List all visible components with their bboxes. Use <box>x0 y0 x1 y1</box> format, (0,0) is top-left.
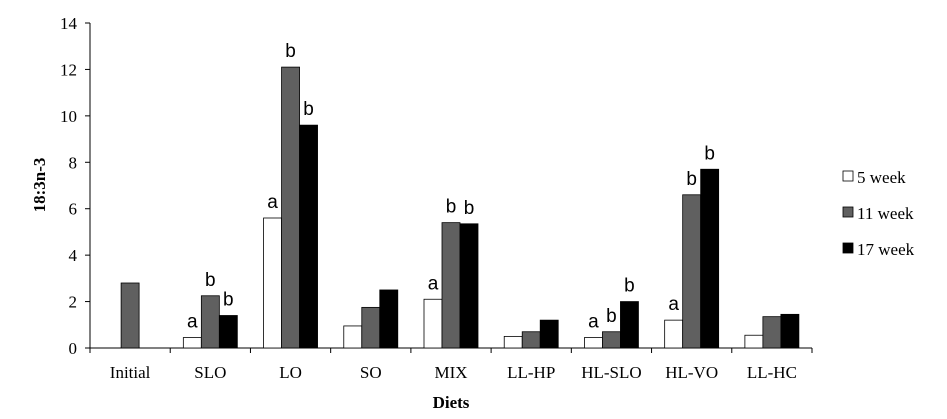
legend-label: 5 week <box>857 168 906 187</box>
significance-letter: a <box>267 192 278 213</box>
x-tick-label: LO <box>279 363 302 382</box>
significance-letter: b <box>303 99 314 120</box>
bar <box>700 168 720 349</box>
x-tick-label: LL-HC <box>747 363 797 382</box>
bar <box>664 319 684 349</box>
x-tick-label: MIX <box>434 363 467 382</box>
bar <box>521 331 541 349</box>
bar <box>120 282 140 349</box>
y-tick-label: 2 <box>69 293 78 312</box>
legend-swatch <box>842 242 854 254</box>
significance-letter: a <box>668 294 679 315</box>
bar <box>539 319 559 349</box>
axes: 0 2 4 6 8 10 12 14 Initial SLO LO SO MIX LL-HP HL-SLO H… <box>60 14 813 382</box>
significance-letter: b <box>624 276 635 297</box>
x-axis-title: Diets <box>433 393 470 412</box>
bar <box>263 217 282 349</box>
bar <box>441 222 461 349</box>
bar <box>379 289 399 349</box>
bar <box>584 337 603 349</box>
bar <box>503 335 523 349</box>
legend-swatch <box>842 170 854 182</box>
bar <box>423 298 443 349</box>
bars <box>120 66 800 349</box>
significance-letter: a <box>187 312 198 333</box>
significance-letter: b <box>606 306 617 327</box>
bar <box>682 194 702 349</box>
legend-swatch <box>842 206 854 218</box>
significance-letter: b <box>223 290 234 311</box>
bar <box>780 313 800 349</box>
x-tick-label: SLO <box>194 363 226 382</box>
y-tick-label: 10 <box>60 107 77 126</box>
y-tick-label: 4 <box>69 246 78 265</box>
bar <box>218 315 238 349</box>
x-tick-label: LL-HP <box>507 363 555 382</box>
bar <box>343 325 363 349</box>
bar <box>182 337 202 349</box>
significance-letter: a <box>588 312 599 333</box>
bar <box>602 331 621 349</box>
significance-letter: b <box>285 41 296 62</box>
legend-label: 17 week <box>857 240 915 259</box>
bar <box>299 124 318 349</box>
significance-letter: b <box>446 197 457 218</box>
y-tick-label: 12 <box>60 60 77 79</box>
y-tick-label: 6 <box>69 200 78 219</box>
x-tick-label: HL-VO <box>665 363 718 382</box>
legend: 5 week 11 week 17 week <box>842 168 915 259</box>
y-tick-label: 0 <box>69 339 78 358</box>
y-tick-label: 8 <box>69 153 78 172</box>
bar <box>762 316 782 349</box>
y-tick-label: 14 <box>60 14 78 33</box>
significance-letter: a <box>428 273 439 294</box>
x-tick-label: HL-SLO <box>581 363 641 382</box>
significance-letter: b <box>686 169 697 190</box>
x-tick-label: Initial <box>110 363 151 382</box>
bar <box>200 295 220 349</box>
significance-letter: b <box>464 198 475 219</box>
significance-letter: b <box>704 143 715 164</box>
x-tick-label: SO <box>360 363 382 382</box>
bar <box>744 334 764 349</box>
bar <box>281 66 300 349</box>
bar <box>361 306 381 349</box>
significance-letter: b <box>205 270 216 291</box>
y-axis-title: 18:3n-3 <box>30 158 49 213</box>
legend-label: 11 week <box>857 204 914 223</box>
bar <box>620 301 639 349</box>
bar <box>459 223 479 349</box>
